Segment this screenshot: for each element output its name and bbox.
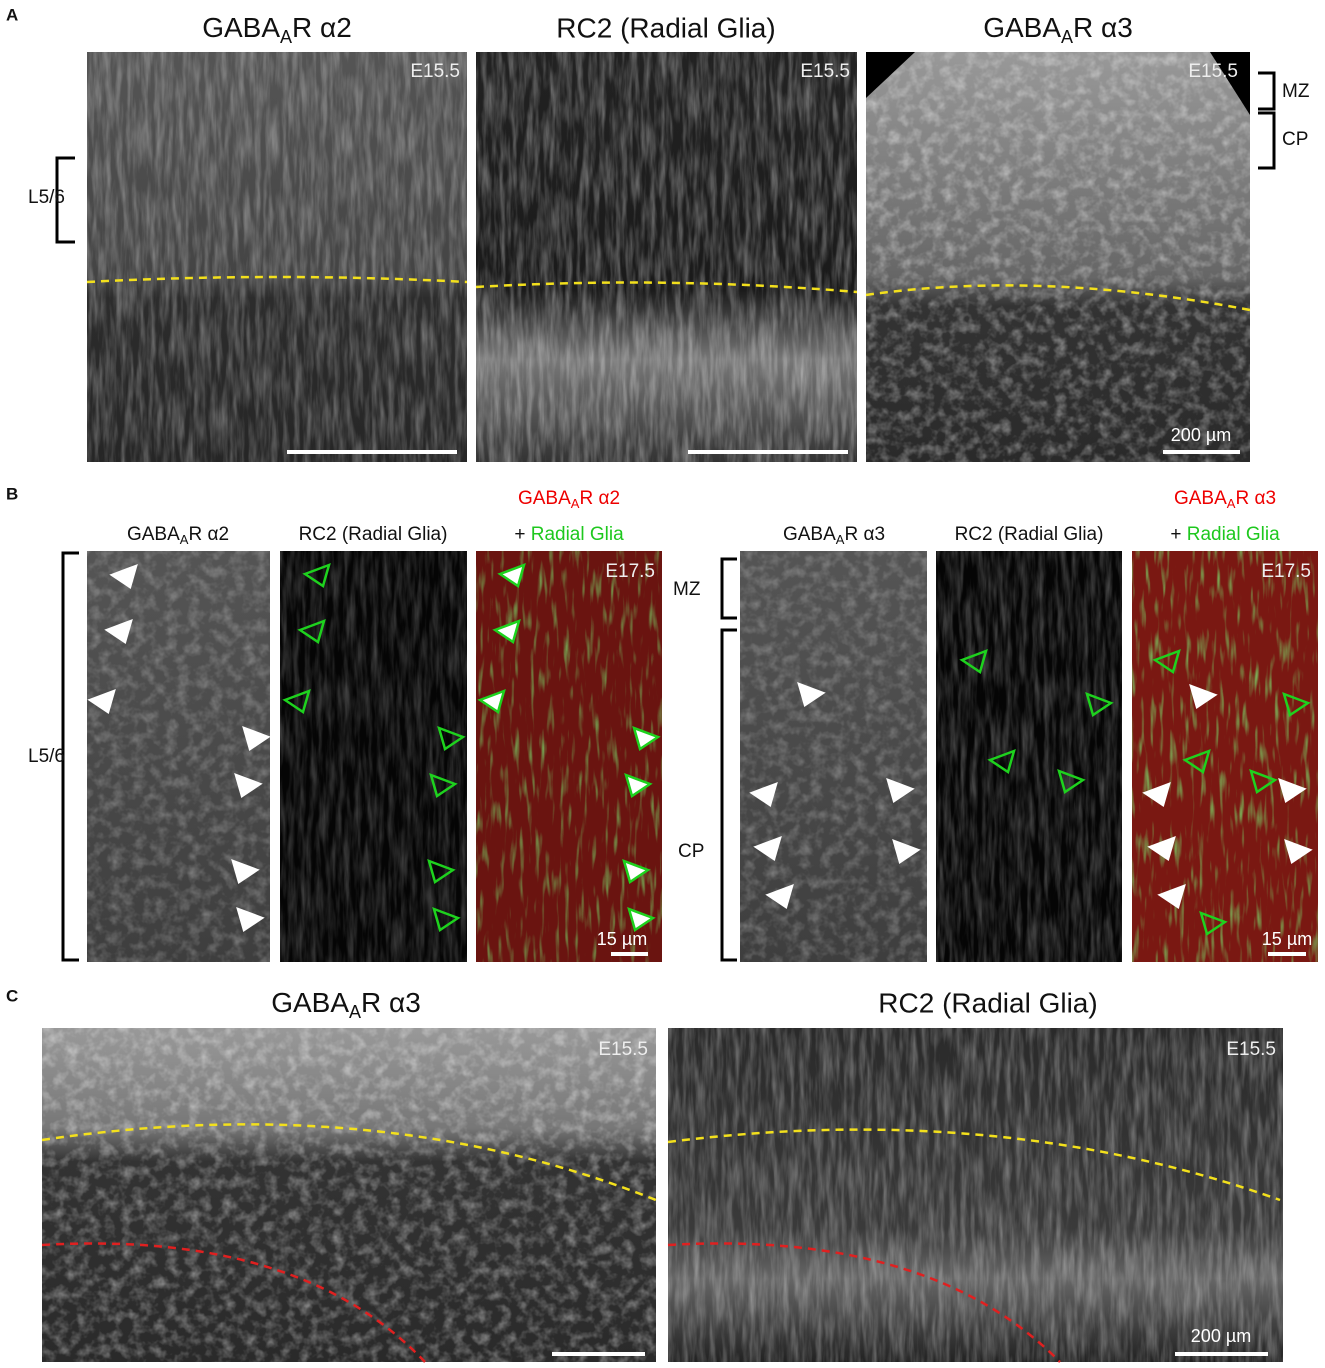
arrowhead (234, 772, 263, 798)
scale-bar-label: 15 µm (1262, 929, 1312, 949)
arrowhead (1085, 691, 1114, 717)
arrowhead (632, 725, 661, 751)
stage-label: E15.5 (800, 61, 850, 82)
arrowhead (1057, 768, 1086, 794)
image-title: RC2 (Radial Glia) (556, 12, 775, 43)
arrowhead (109, 563, 138, 589)
arrowhead (477, 688, 506, 714)
arrowhead (236, 906, 265, 932)
scale-bar-label: 15 µm (597, 929, 647, 949)
layer-label: L5/6 (28, 746, 65, 767)
layer-label: MZ (1282, 81, 1310, 102)
arrowhead (749, 781, 778, 807)
arrowhead (1142, 781, 1171, 807)
arrowheads (87, 562, 1313, 936)
boundary-line (41, 1242, 426, 1363)
arrowhead (1284, 838, 1313, 864)
arrowhead (282, 688, 311, 714)
image-title: RC2 (Radial Glia) (878, 987, 1097, 1018)
arrowhead (1157, 883, 1186, 909)
arrowhead (432, 906, 461, 932)
arrowhead (1189, 683, 1218, 709)
arrowhead (1278, 777, 1307, 803)
arrowhead (624, 772, 653, 798)
arrowhead (765, 883, 794, 909)
image-title: GABAAR α2 (518, 488, 620, 511)
arrowhead (1182, 748, 1211, 774)
layer-label: CP (678, 841, 704, 862)
scale-bar-label: 200 µm (1171, 425, 1231, 445)
micrograph (87, 551, 1318, 962)
panel-label: C (6, 986, 18, 1005)
boundary-line (667, 1242, 1061, 1363)
arrowhead (87, 688, 116, 714)
arrowhead (892, 838, 921, 864)
arrowhead (297, 618, 326, 644)
stage-label: E15.5 (1188, 61, 1238, 82)
bracket (720, 557, 737, 962)
image-title: GABAAR α3 (783, 524, 885, 547)
bracket (55, 156, 75, 244)
stage-label: E15.5 (598, 1039, 648, 1060)
arrowhead (104, 618, 133, 644)
image-title: RC2 (Radial Glia) (955, 524, 1104, 545)
arrowhead (797, 681, 826, 707)
micrograph (87, 52, 1250, 462)
scale-bar-label: 200 µm (1191, 1326, 1251, 1346)
image-title: + Radial Glia (514, 524, 624, 545)
arrowhead (302, 562, 331, 588)
arrowhead (492, 618, 521, 644)
arrowhead (1282, 691, 1311, 717)
stage-label: E17.5 (605, 561, 655, 582)
panel-label: B (6, 484, 18, 503)
layer-label: L5/6 (28, 187, 65, 208)
arrowhead (1199, 910, 1228, 936)
arrowhead (622, 858, 651, 884)
image-title: GABAAR α2 (127, 524, 229, 547)
arrowhead (242, 725, 271, 751)
image-title: RC2 (Radial Glia) (299, 524, 448, 545)
arrowhead (959, 648, 988, 674)
image-title: GABAAR α3 (271, 987, 421, 1021)
bracket (61, 551, 79, 962)
arrowhead (437, 725, 466, 751)
bracket (1258, 71, 1276, 170)
micrograph (42, 1028, 1283, 1362)
arrowhead (886, 777, 915, 803)
stage-label: E17.5 (1261, 561, 1311, 582)
image-title: GABAAR α3 (983, 12, 1133, 46)
arrowhead (627, 906, 656, 932)
stage-label: E15.5 (1226, 1039, 1276, 1060)
arrowhead (429, 772, 458, 798)
image-title: GABAAR α2 (202, 12, 352, 46)
layer-label: CP (1282, 129, 1308, 150)
arrowhead (1147, 835, 1176, 861)
boundary-line (865, 284, 1251, 312)
layer-label: MZ (673, 579, 701, 600)
boundary-line (86, 275, 468, 284)
arrowhead (987, 748, 1016, 774)
arrowhead (1152, 648, 1181, 674)
arrowhead (753, 835, 782, 861)
image-title: + Radial Glia (1170, 524, 1280, 545)
arrowhead (231, 858, 260, 884)
boundary-line (667, 1128, 1281, 1202)
arrowhead (1249, 768, 1278, 794)
stage-label: E15.5 (410, 61, 460, 82)
boundary-line (41, 1123, 657, 1202)
panel-label: A (6, 5, 18, 24)
image-title: GABAAR α3 (1174, 488, 1276, 511)
arrowhead (427, 858, 456, 884)
arrowhead (497, 562, 526, 588)
